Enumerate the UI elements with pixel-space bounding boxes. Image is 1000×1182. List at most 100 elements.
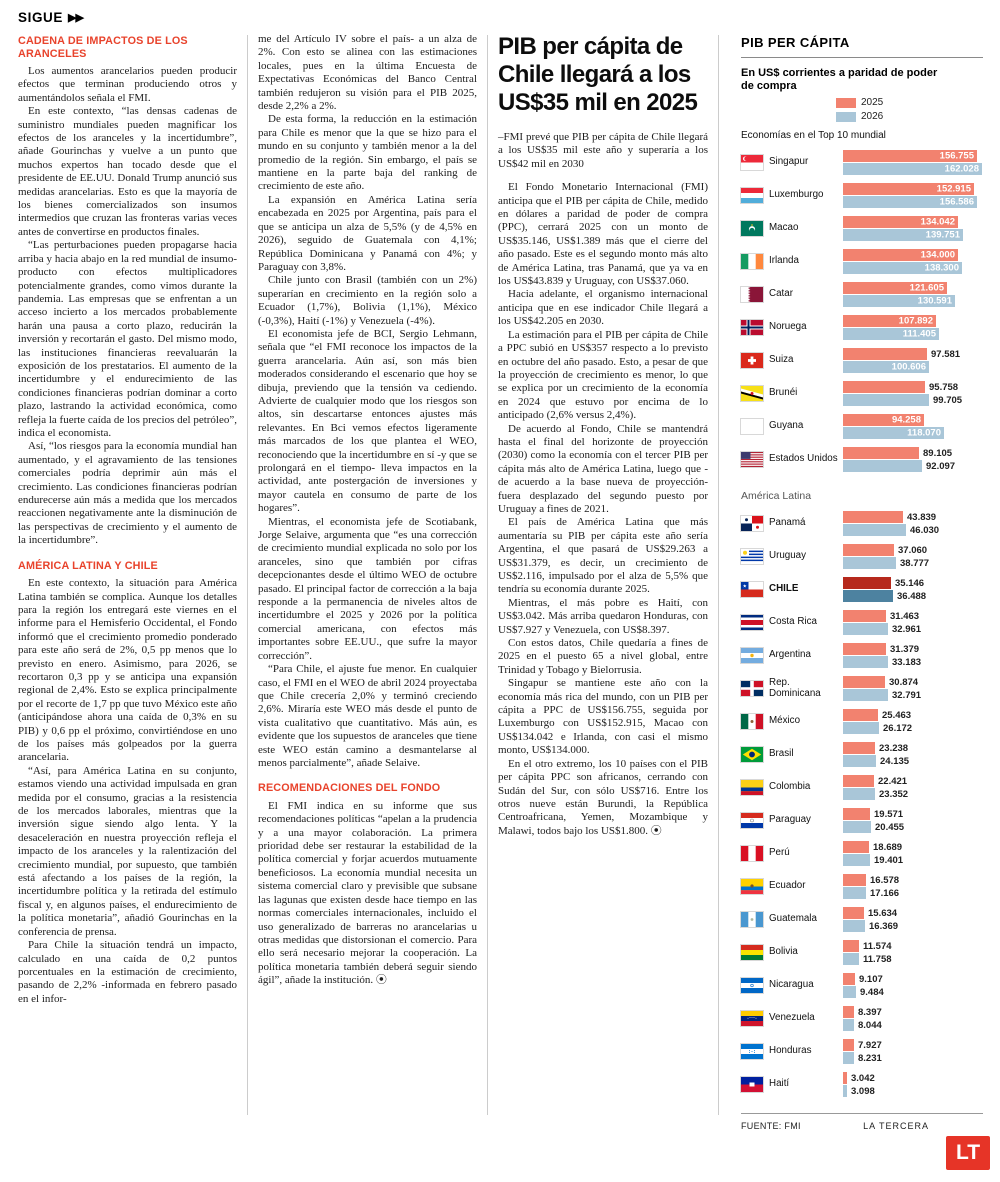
country-name: Uruguay	[769, 550, 807, 562]
bar-value: 99.705	[933, 394, 963, 406]
flag-brunei-icon	[740, 385, 764, 402]
chart-legend: 2025 2026	[836, 97, 983, 122]
bar-value: 35.146	[895, 577, 925, 589]
bar-2026: 46.030	[843, 524, 983, 536]
bar-2025: 8.397	[843, 1006, 983, 1018]
article-paragraph: En este contexto, “las densas cadenas de…	[18, 105, 237, 238]
bar-value: 19.401	[874, 854, 904, 866]
article-paragraph: En este contexto, la situación para Amér…	[18, 577, 237, 764]
chart-row-mexico: México 25.463 26.172	[740, 705, 983, 738]
bar-fill-2026: 156.586	[843, 196, 977, 208]
country-bars: 19.571 20.455	[843, 808, 983, 833]
bar-value: 23.352	[879, 788, 909, 800]
country-name: Guatemala	[769, 913, 817, 925]
bar-fill-2026: 118.070	[843, 427, 944, 439]
country-info: Costa Rica	[740, 614, 843, 631]
column-divider	[247, 35, 248, 1115]
article-paragraph: Para Chile la situación tendrá un impact…	[18, 939, 237, 1005]
bar-fill-2025	[843, 775, 874, 787]
bar-value: 152.915	[936, 183, 971, 195]
bar-value: 9.107	[859, 973, 883, 985]
country-bars: 97.581 100.606	[843, 348, 983, 373]
article-paragraph: La expansión en América Latina sería enc…	[258, 193, 477, 273]
country-name: Costa Rica	[769, 616, 817, 628]
bar-fill-2025: 134.042	[843, 216, 958, 228]
bar-fill-2025	[843, 907, 864, 919]
bar-value: 17.166	[870, 887, 900, 899]
chart-row-colombia: Colombia 22.421 23.352	[740, 771, 983, 804]
bar-value: 11.758	[863, 953, 892, 965]
bar-value: 92.097	[926, 460, 956, 472]
bar-fill-2025	[843, 874, 866, 886]
flag-ecuador-icon	[740, 878, 764, 895]
chart-panel: PIB PER CÁPITA En US$ corrientes a parid…	[729, 33, 983, 1131]
bar-fill-2026	[843, 1052, 854, 1064]
article-paragraph: De acuerdo al Fondo, Chile se mantendrá …	[498, 422, 708, 515]
bar-fill-2026	[843, 460, 922, 472]
country-name: Luxemburgo	[769, 189, 824, 201]
chart-row-bolivia: Bolivia 11.574 11.758	[740, 936, 983, 969]
country-info: México	[740, 713, 843, 730]
bar-value: 11.574	[863, 940, 892, 952]
chart-groups: Economías en el Top 10 mundial Singapur 15…	[740, 130, 983, 1101]
bar-fill-2025	[843, 676, 885, 688]
bar-value: 134.042	[920, 216, 955, 228]
country-name: Paraguay	[769, 814, 811, 826]
country-info: CHILE	[740, 581, 843, 598]
bar-2026: 3.098	[843, 1085, 983, 1097]
bar-2026: 32.791	[843, 689, 983, 701]
bar-value: 32.791	[892, 689, 922, 701]
flag-mexico-icon	[740, 713, 764, 730]
bar-fill-2026	[843, 887, 866, 899]
lt-logo: LT	[946, 1136, 990, 1170]
bar-fill-2025: 156.755	[843, 150, 977, 162]
bar-2026: 23.352	[843, 788, 983, 800]
country-name: Singapur	[769, 156, 809, 168]
country-info: Haití	[740, 1076, 843, 1093]
legend-label: 2025	[861, 97, 884, 108]
article-paragraph: Mientras, el economista jefe de Scotiaba…	[258, 515, 477, 662]
legend-swatch-2025	[836, 97, 856, 108]
bar-fill-2026: 100.606	[843, 361, 929, 373]
bar-value: 46.030	[910, 524, 940, 536]
bar-2025: 97.581	[843, 348, 983, 360]
country-bars: 7.927 8.231	[843, 1039, 983, 1064]
bar-value: 118.070	[907, 427, 941, 439]
chart-row-brasil: Brasil 23.238 24.135	[740, 738, 983, 771]
chart-row-honduras: Honduras 7.927 8.231	[740, 1035, 983, 1068]
flag-norway-icon	[740, 319, 764, 336]
bar-value: 100.606	[891, 361, 926, 373]
article-column-2: me del Artículo IV sobre el país- a un a…	[258, 33, 477, 1131]
chart-row-singapur: Singapur 156.755 162.028	[740, 146, 983, 179]
bar-fill-2026	[843, 1019, 854, 1031]
section-heading: AMÉRICA LATINA Y CHILE	[18, 559, 158, 572]
chart-row-ecuador: Ecuador 16.578 17.166	[740, 870, 983, 903]
flag-venezuela-icon	[740, 1010, 764, 1027]
bar-2025: 18.689	[843, 841, 983, 853]
bar-2025: 134.042	[843, 216, 983, 228]
bar-value: 31.379	[890, 643, 920, 655]
flag-bolivia-icon	[740, 944, 764, 961]
chart-row-argentina: Argentina 31.379 33.183	[740, 639, 983, 672]
article-paragraph: El país de América Latina que más aument…	[498, 516, 708, 596]
bar-2026: 156.586	[843, 196, 983, 208]
chart-row-noruega: Noruega 107.892 111.405	[740, 311, 983, 344]
bar-2025: 156.755	[843, 150, 983, 162]
bar-value: 18.689	[873, 841, 903, 853]
chart-source: FUENTE: FMI	[741, 1121, 801, 1131]
country-bars: 30.874 32.791	[843, 676, 983, 701]
article-column-1: CADENA DE IMPACTOS DE LOS ARANCELES Los a…	[18, 33, 237, 1131]
bar-fill-2025	[843, 577, 891, 589]
country-bars: 31.463 32.961	[843, 610, 983, 635]
flag-peru-icon	[740, 845, 764, 862]
bar-fill-2026	[843, 821, 871, 833]
bar-value: 43.839	[907, 511, 937, 523]
country-info: Bolivia	[740, 944, 843, 961]
flag-switzerland-icon	[740, 352, 764, 369]
bar-2026: 24.135	[843, 755, 983, 767]
bar-2025: 31.463	[843, 610, 983, 622]
bar-2025: 11.574	[843, 940, 983, 952]
bar-fill-2025	[843, 808, 870, 820]
chart-row-estados-unidos: Estados Unidos 89.105 92.097	[740, 443, 983, 476]
bar-2025: 35.146	[843, 577, 983, 589]
